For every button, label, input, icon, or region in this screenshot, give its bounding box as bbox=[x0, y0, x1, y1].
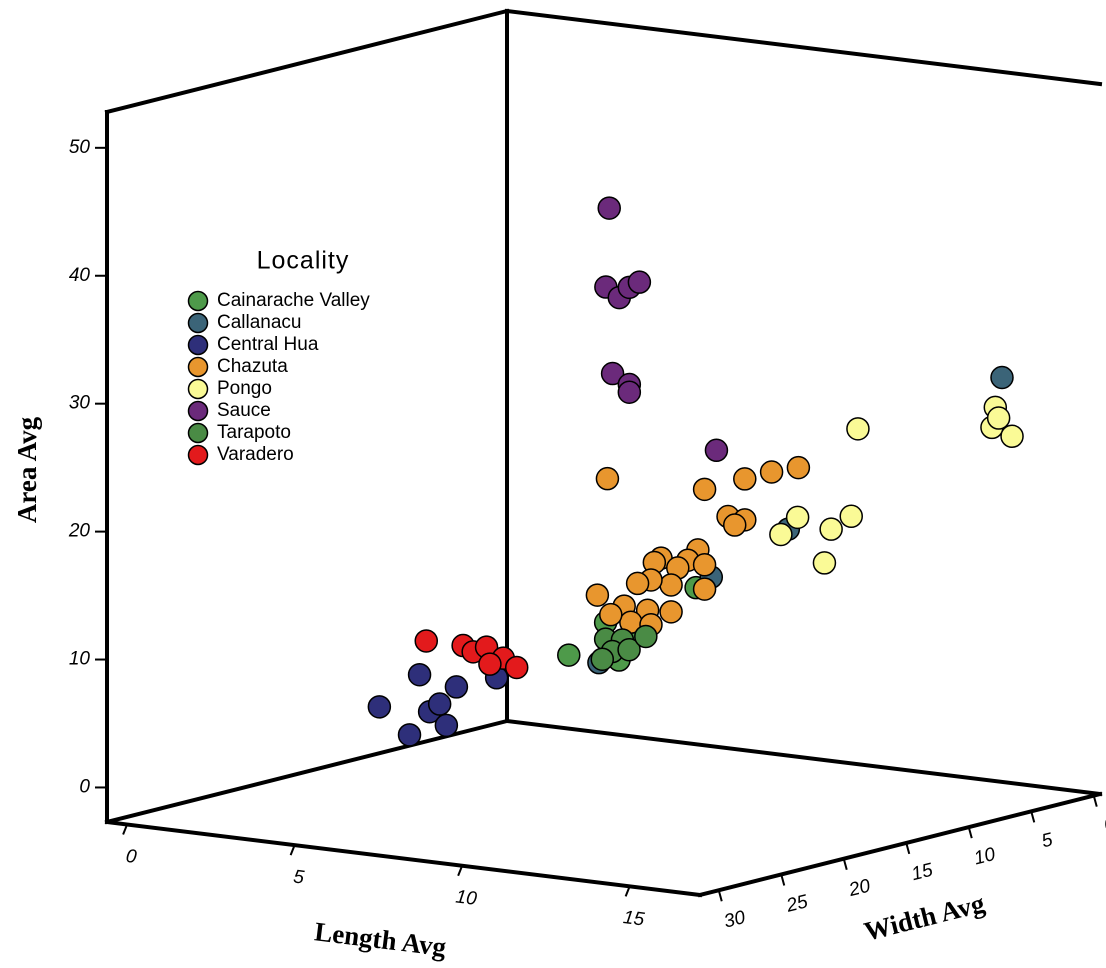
legend-swatch bbox=[187, 312, 209, 334]
y-axis-title: Area Avg bbox=[12, 416, 42, 523]
legend-label: Callanacu bbox=[217, 312, 302, 333]
point bbox=[692, 477, 717, 502]
y-tick-label: 50 bbox=[69, 137, 91, 158]
z-tick-label: 20 bbox=[846, 875, 873, 901]
z-axis-title: Width Avg bbox=[861, 888, 988, 947]
legend-swatch bbox=[187, 378, 209, 400]
point bbox=[478, 652, 502, 676]
box-edge bbox=[104, 718, 510, 825]
z-tick-label: 5 bbox=[1039, 829, 1055, 852]
point bbox=[367, 695, 392, 719]
x-tick bbox=[457, 865, 464, 877]
x-tick bbox=[624, 885, 631, 897]
legend-label: Tarapoto bbox=[217, 422, 291, 443]
box-edge bbox=[697, 791, 1103, 898]
z-tick bbox=[905, 842, 911, 855]
legend-label: Chazuta bbox=[217, 356, 288, 377]
point bbox=[812, 551, 837, 575]
point bbox=[986, 406, 1011, 430]
x-tick-label: 0 bbox=[125, 846, 138, 868]
z-tick bbox=[1092, 795, 1098, 807]
y-tick-label: 10 bbox=[69, 649, 91, 670]
point bbox=[585, 583, 610, 607]
box-edge bbox=[104, 8, 510, 115]
point bbox=[990, 365, 1014, 390]
point bbox=[1000, 424, 1024, 449]
z-tick bbox=[717, 890, 723, 902]
z-tick bbox=[967, 826, 973, 839]
legend-swatch bbox=[187, 400, 209, 422]
point bbox=[600, 361, 625, 386]
point bbox=[590, 647, 615, 671]
point bbox=[444, 675, 469, 699]
point bbox=[434, 713, 459, 738]
x-tick-label: 15 bbox=[622, 907, 646, 930]
point bbox=[634, 624, 658, 649]
point bbox=[846, 417, 870, 441]
z-tick-label: 0 bbox=[1102, 814, 1106, 837]
point bbox=[785, 505, 810, 530]
y-tick-label: 0 bbox=[79, 776, 90, 797]
z-tick bbox=[842, 858, 848, 870]
z-tick bbox=[780, 874, 786, 886]
x-tick-label: 5 bbox=[292, 867, 305, 889]
legend-label: Central Hua bbox=[217, 334, 319, 355]
z-tick bbox=[1030, 811, 1036, 823]
point bbox=[595, 466, 620, 491]
legend-label: Sauce bbox=[217, 400, 271, 421]
z-tick-label: 25 bbox=[783, 891, 810, 917]
point bbox=[557, 643, 581, 667]
point bbox=[769, 522, 793, 547]
y-tick-label: 40 bbox=[69, 265, 91, 286]
x-tick bbox=[122, 824, 129, 835]
legend-title: Locality bbox=[257, 247, 350, 275]
point bbox=[704, 438, 729, 463]
legend-swatch bbox=[187, 334, 209, 356]
z-tick-label: 30 bbox=[722, 907, 748, 933]
point bbox=[692, 553, 717, 577]
point bbox=[659, 573, 683, 597]
x-axis-title: Length Avg bbox=[313, 916, 448, 962]
point bbox=[427, 692, 452, 716]
point bbox=[407, 662, 432, 687]
x-tick bbox=[289, 844, 296, 856]
legend-label: Cainarache Valley bbox=[217, 290, 370, 311]
point bbox=[759, 460, 784, 484]
point bbox=[617, 637, 641, 662]
point bbox=[597, 196, 621, 220]
point bbox=[733, 467, 757, 491]
point bbox=[627, 270, 652, 294]
point bbox=[819, 517, 843, 541]
box-edge bbox=[104, 819, 703, 898]
point bbox=[504, 655, 529, 680]
x-tick-label: 10 bbox=[454, 887, 478, 910]
point bbox=[839, 504, 863, 529]
point bbox=[617, 380, 642, 404]
point bbox=[692, 577, 717, 601]
box-edge bbox=[504, 718, 1103, 797]
y-tick-label: 30 bbox=[69, 393, 91, 414]
z-tick-label: 15 bbox=[909, 860, 935, 886]
y-tick-label: 20 bbox=[68, 521, 91, 542]
legend-swatch bbox=[187, 444, 209, 466]
point bbox=[414, 629, 439, 653]
box-edge bbox=[504, 8, 1103, 87]
legend-swatch bbox=[187, 422, 209, 444]
legend-label: Pongo bbox=[217, 378, 272, 399]
point bbox=[786, 455, 811, 480]
z-tick-label: 10 bbox=[972, 844, 998, 870]
point bbox=[659, 600, 683, 624]
legend-swatch bbox=[187, 290, 209, 312]
point bbox=[722, 513, 747, 537]
point bbox=[625, 571, 650, 596]
legend-label: Varadero bbox=[217, 444, 294, 465]
point bbox=[599, 602, 623, 627]
legend-swatch bbox=[187, 356, 209, 378]
point bbox=[397, 723, 422, 747]
